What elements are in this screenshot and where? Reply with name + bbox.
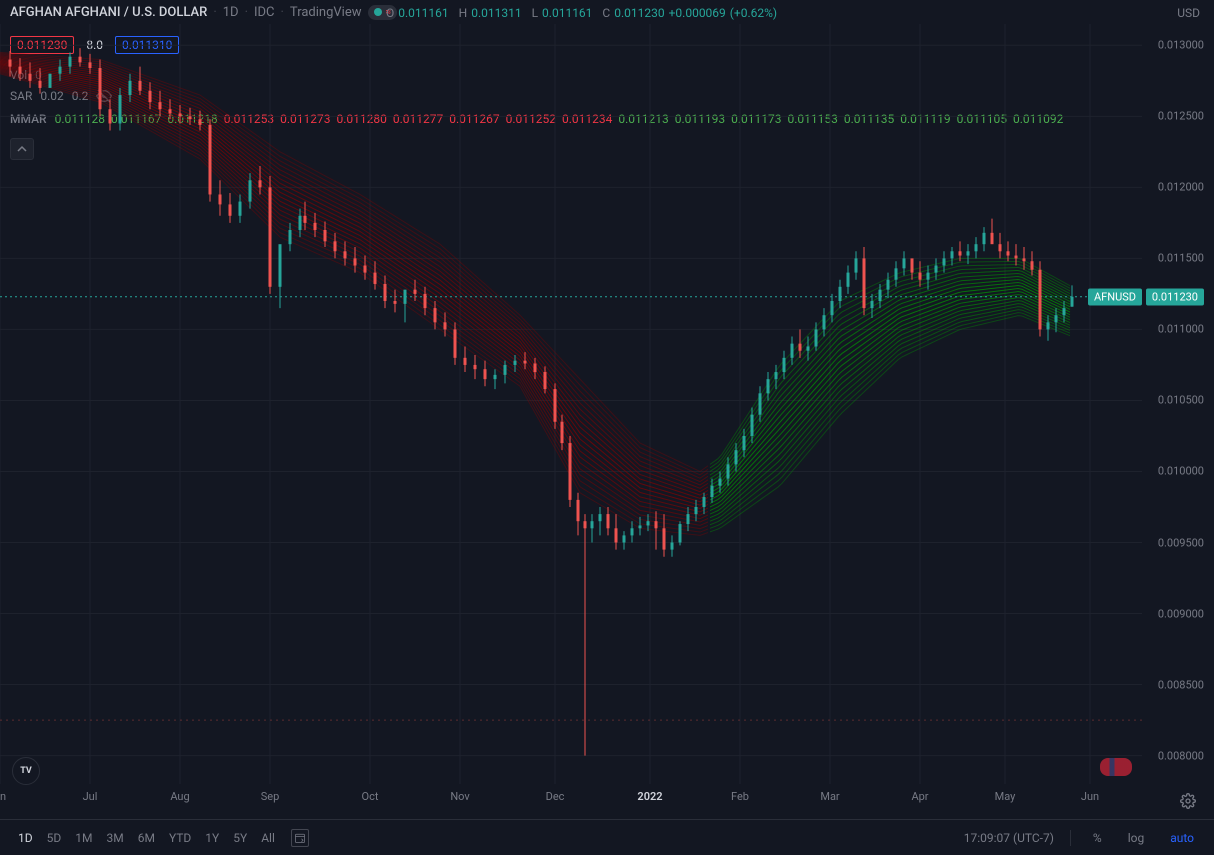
bottom-toolbar: 1D5D1M3M6MYTD1Y5YAll 17:09:07 (UTC-7) % … [0, 819, 1214, 855]
timeframe-5y-button[interactable]: 5Y [227, 827, 253, 849]
symbol-price-tag: AFNUSD [1088, 288, 1142, 305]
axis-settings-button[interactable] [1176, 789, 1200, 813]
price-tick: 0.010000 [1158, 465, 1204, 478]
timeframe-ytd-button[interactable]: YTD [163, 827, 197, 849]
time-tick: Sep [261, 790, 280, 803]
change-pct-value: (+0.62%) [730, 6, 777, 20]
open-value: 0.011161 [398, 6, 448, 20]
separator-dot: · [213, 5, 216, 20]
separator [1070, 830, 1071, 846]
price-tick: 0.012000 [1158, 181, 1204, 194]
tradingview-logo-icon[interactable]: TV [12, 757, 40, 785]
time-tick: Jul [83, 790, 98, 803]
time-tick: Oct [362, 790, 379, 803]
goto-date-button[interactable] [291, 829, 309, 847]
goto-icon [294, 832, 306, 844]
timeframe-1m-button[interactable]: 1M [69, 827, 98, 849]
separator-dot: · [245, 5, 248, 20]
timeframe-1d-button[interactable]: 1D [12, 827, 39, 849]
currency-selector[interactable]: USD [1177, 6, 1200, 20]
timeframe-1y-button[interactable]: 1Y [199, 827, 225, 849]
time-tick: Apr [911, 790, 928, 803]
timeframe-3m-button[interactable]: 3M [100, 827, 129, 849]
close-label: C [602, 6, 610, 20]
time-tick: Nov [450, 790, 469, 803]
time-axis[interactable]: un Jul Aug Sep Oct Nov Dec 2022 Feb Mar Apr May Jun [0, 790, 1142, 808]
time-tick: Feb [731, 790, 749, 803]
price-chart[interactable] [0, 24, 1142, 784]
percent-scale-button[interactable]: % [1087, 827, 1108, 849]
clock-display: 17:09:07 (UTC-7) [964, 831, 1054, 845]
low-value: 0.011161 [542, 6, 592, 20]
time-tick: Jun [1081, 790, 1099, 803]
separator-dot: · [281, 5, 284, 20]
time-tick: un [0, 790, 6, 803]
price-tick: 0.009000 [1158, 607, 1204, 620]
auto-scale-button[interactable]: auto [1164, 827, 1200, 849]
price-tick: 0.013000 [1158, 39, 1204, 52]
low-label: L [532, 6, 538, 20]
change-value: +0.000069 [669, 6, 726, 20]
price-tick: 0.008500 [1158, 678, 1204, 691]
timeframe-6m-button[interactable]: 6M [132, 827, 161, 849]
log-scale-button[interactable]: log [1122, 827, 1151, 849]
gear-icon [1180, 793, 1196, 809]
price-tick: 0.010500 [1158, 394, 1204, 407]
timeframe-all-button[interactable]: All [255, 827, 281, 849]
time-tick: Dec [546, 790, 565, 803]
price-tick: 0.011500 [1158, 252, 1204, 265]
close-value: 0.011230 [614, 6, 664, 20]
price-tick: 0.008000 [1158, 749, 1204, 762]
open-label: O [386, 6, 394, 20]
price-tick: 0.009500 [1158, 536, 1204, 549]
ohlc-display: O0.011161 H0.011311 L0.011161 C0.011230 … [380, 6, 777, 20]
interval-label[interactable]: 1D [223, 5, 239, 20]
time-tick: May [995, 790, 1016, 803]
price-axis[interactable]: 0.013000 0.012500 0.012000 0.011500 0.011000… [1142, 24, 1214, 784]
high-value: 0.011311 [471, 6, 521, 20]
country-flag-icon [1100, 758, 1132, 776]
symbol-title[interactable]: AFGHAN AFGHANI / U.S. DOLLAR [10, 5, 207, 20]
current-price-tag: 0.011230 [1146, 288, 1204, 305]
time-tick: Aug [170, 790, 189, 803]
timeframe-5d-button[interactable]: 5D [41, 827, 68, 849]
time-tick: 2022 [637, 790, 662, 803]
price-tick: 0.011000 [1158, 323, 1204, 336]
exchange-label: IDC [254, 5, 275, 20]
high-label: H [459, 6, 468, 20]
time-tick: Mar [820, 790, 839, 803]
price-tick: 0.012500 [1158, 110, 1204, 123]
brand-label: TradingView [290, 5, 362, 20]
